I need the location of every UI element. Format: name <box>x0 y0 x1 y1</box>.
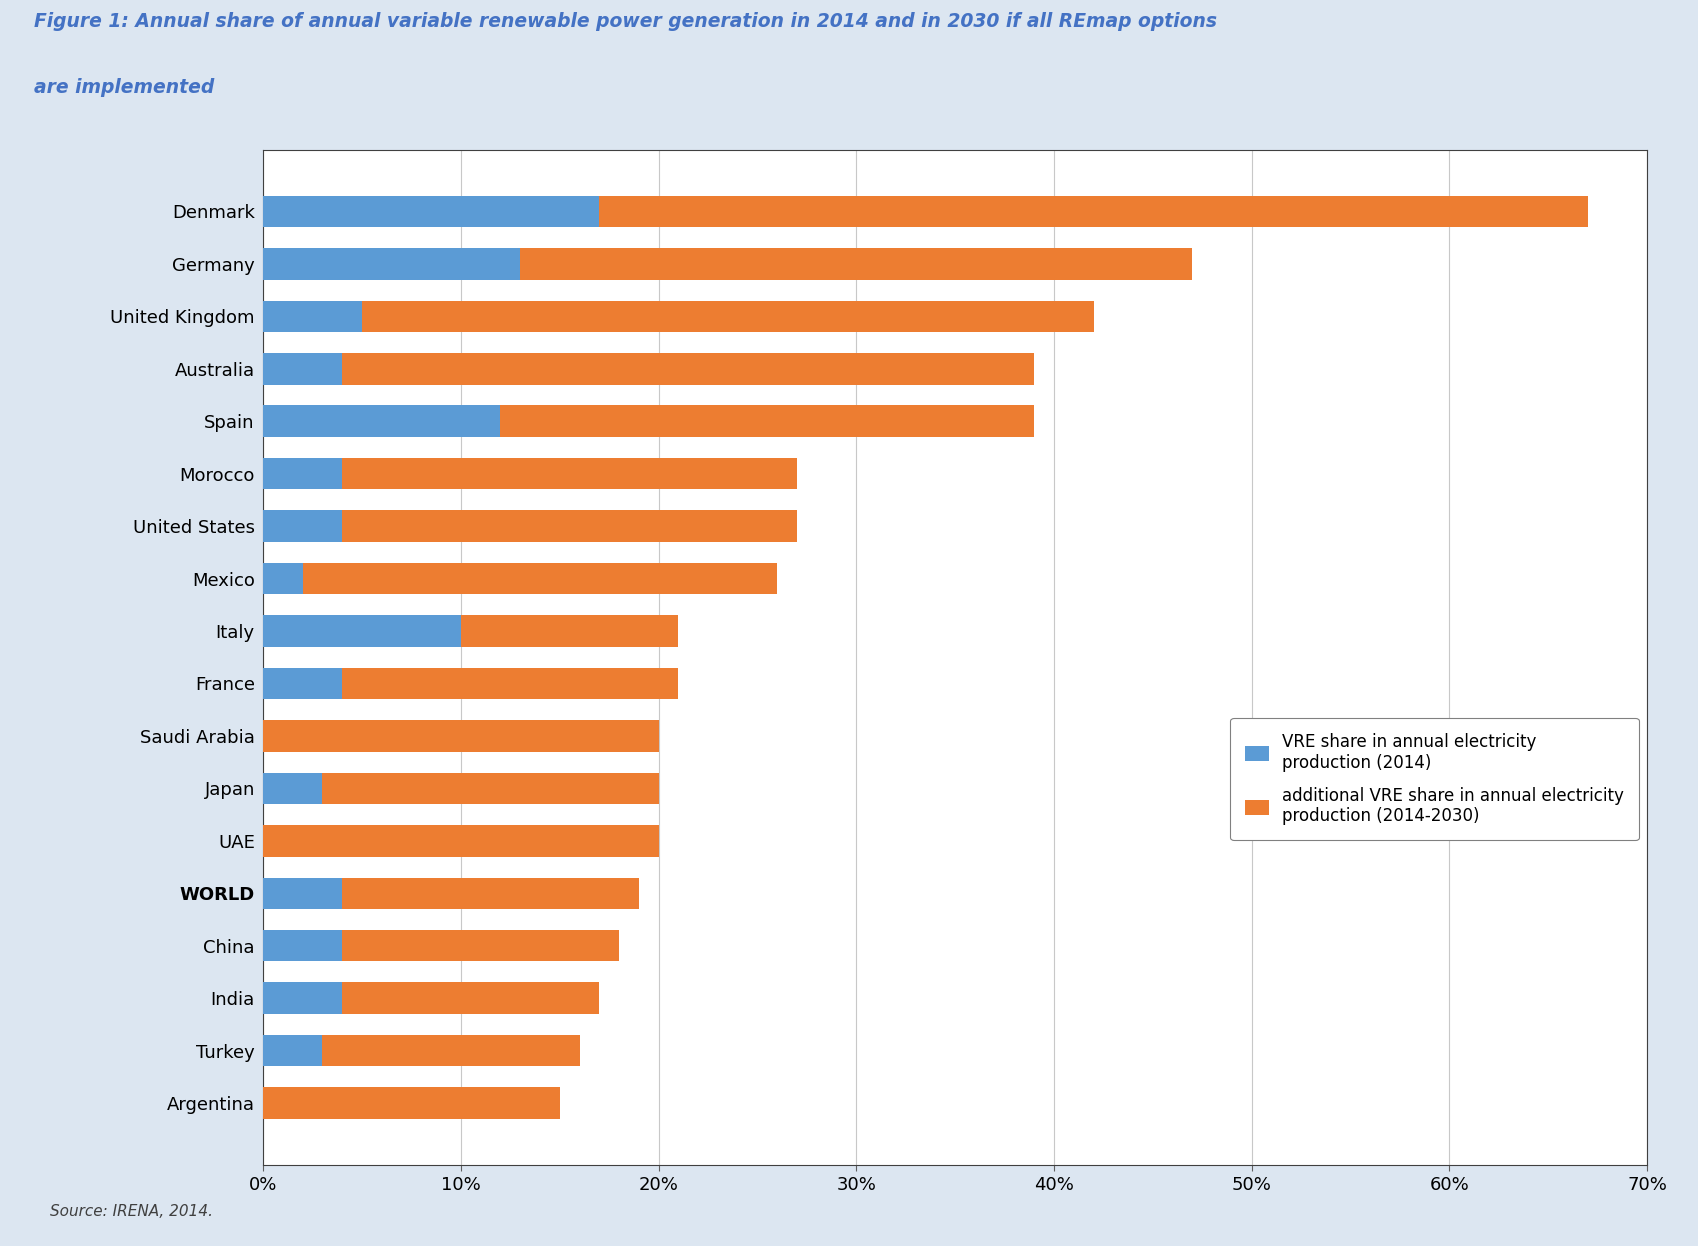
Bar <box>263 930 343 962</box>
Bar <box>302 563 778 594</box>
Text: are implemented: are implemented <box>34 77 214 96</box>
Bar <box>263 196 599 227</box>
Bar <box>263 563 302 594</box>
Bar <box>263 825 659 856</box>
Bar <box>263 720 659 751</box>
Text: Source: IRENA, 2014.: Source: IRENA, 2014. <box>51 1204 214 1220</box>
Bar <box>263 405 501 437</box>
Legend: VRE share in annual electricity
production (2014), additional VRE share in annua: VRE share in annual electricity producti… <box>1229 718 1639 840</box>
Bar <box>520 248 1192 279</box>
Bar <box>263 353 343 385</box>
Bar <box>263 616 460 647</box>
Bar <box>263 511 343 542</box>
Bar <box>343 353 1034 385</box>
Bar <box>263 1088 560 1119</box>
Bar <box>263 1035 323 1067</box>
Bar <box>343 459 796 490</box>
Bar <box>460 616 678 647</box>
Bar <box>263 668 343 699</box>
Bar <box>323 1035 579 1067</box>
Bar <box>263 300 362 331</box>
Bar <box>263 459 343 490</box>
Bar <box>343 511 796 542</box>
Bar <box>263 773 323 804</box>
Bar <box>362 300 1094 331</box>
Bar <box>343 877 638 910</box>
Bar <box>501 405 1034 437</box>
Bar <box>599 196 1588 227</box>
Bar <box>263 248 520 279</box>
Bar <box>263 983 343 1014</box>
Bar <box>343 668 678 699</box>
Bar <box>343 930 620 962</box>
Bar <box>343 983 599 1014</box>
Bar <box>263 877 343 910</box>
Text: Figure 1: Annual share of annual variable renewable power generation in 2014 and: Figure 1: Annual share of annual variabl… <box>34 12 1217 31</box>
Bar <box>323 773 659 804</box>
